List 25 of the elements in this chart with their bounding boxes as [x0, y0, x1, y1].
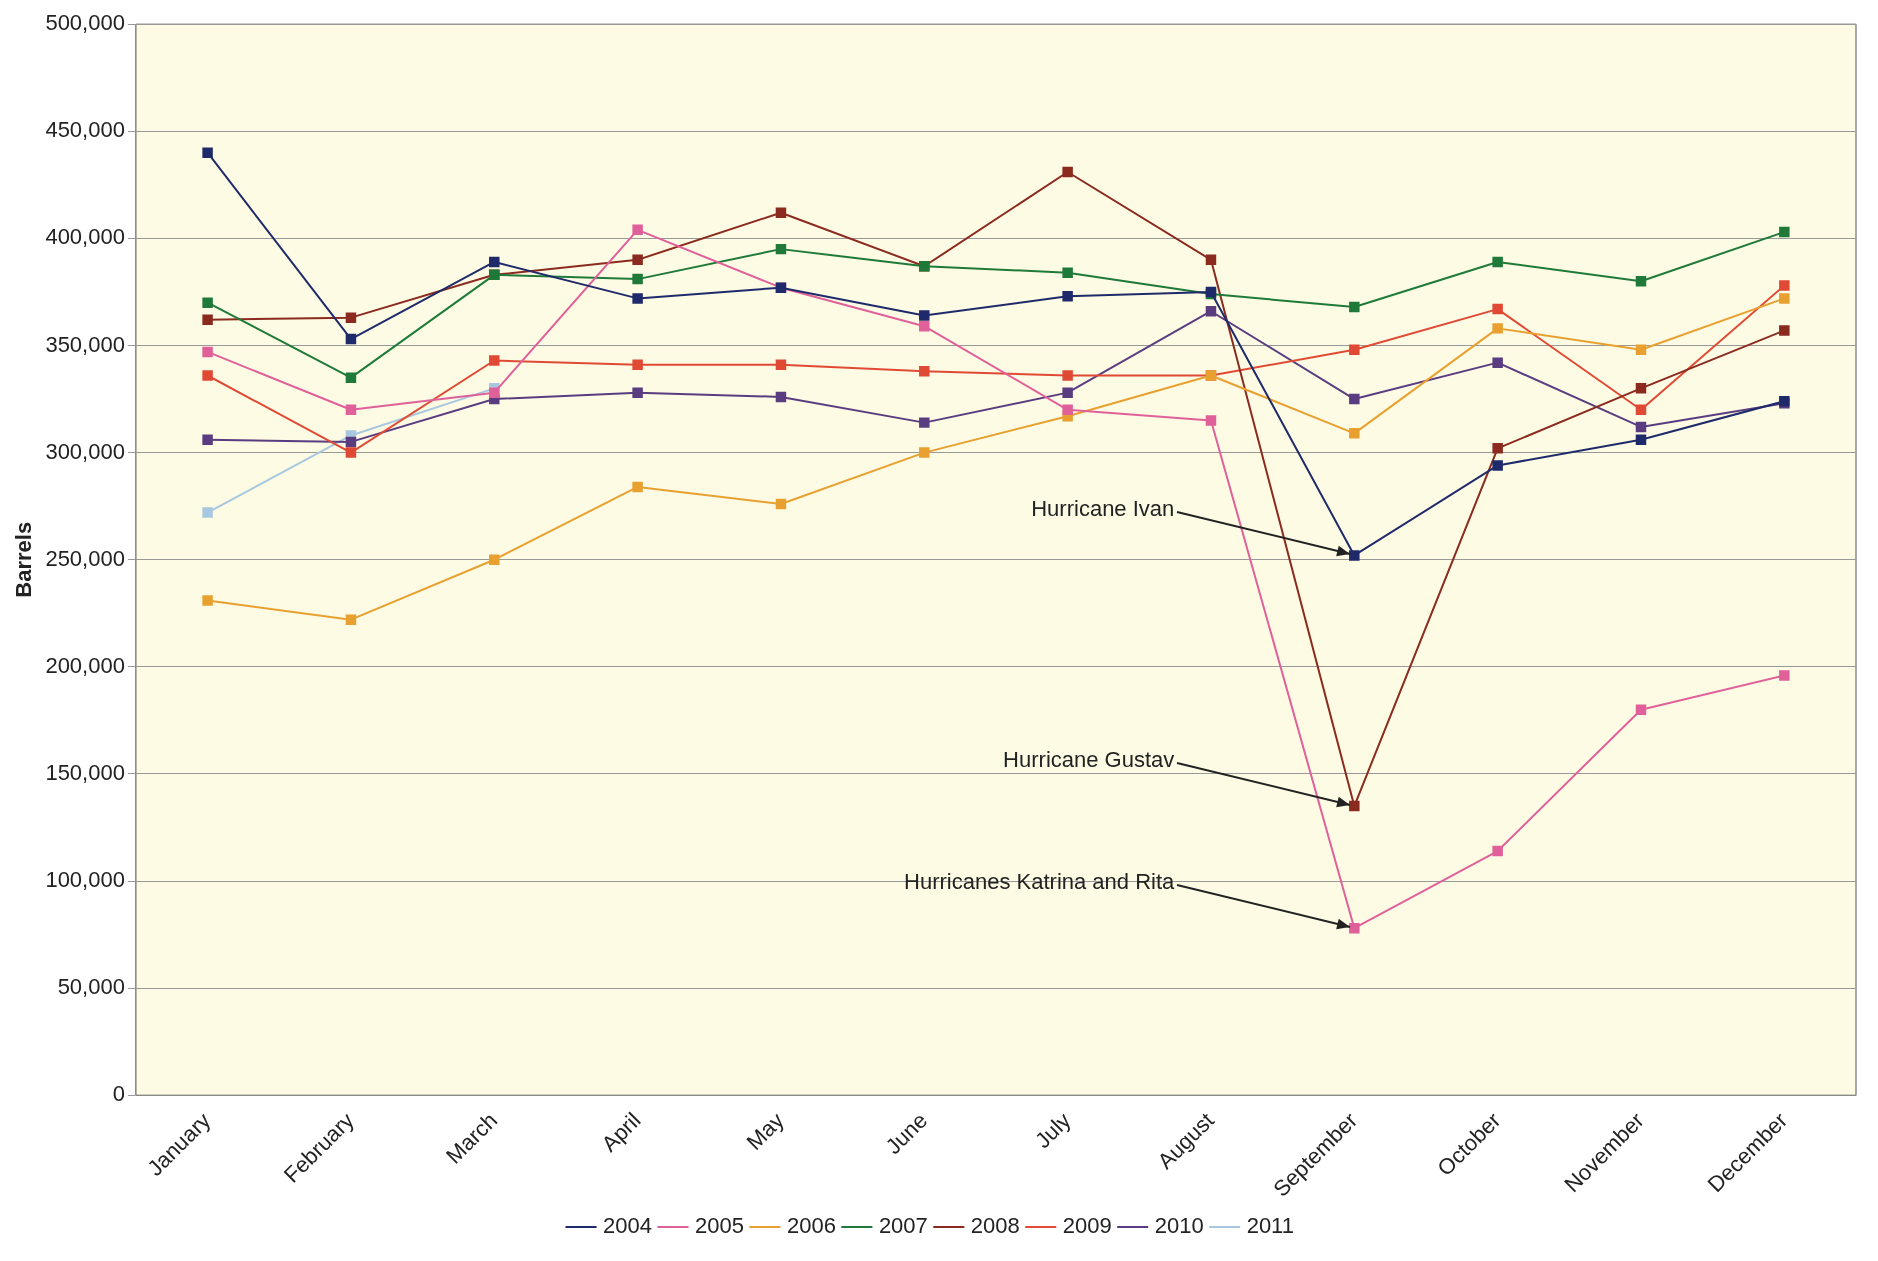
legend-label: 2004	[603, 1213, 652, 1239]
legend-label: 2008	[970, 1213, 1020, 1239]
legend-label: 2011	[1246, 1213, 1294, 1239]
legend-label: 2010	[1154, 1213, 1204, 1239]
y-tick-label: 300,000	[45, 438, 125, 464]
x-tick-label: May	[741, 1107, 789, 1155]
y-tick-label: 250,000	[45, 545, 125, 571]
y-tick-label: 500,000	[45, 10, 125, 36]
y-tick-label: 200,000	[45, 652, 125, 678]
y-tick-label: 450,000	[45, 117, 125, 143]
y-tick-label: 50,000	[57, 974, 125, 1000]
annotation: Hurricanes Katrina and Rita	[904, 869, 1176, 895]
legend-label: 2006	[786, 1213, 836, 1239]
y-tick-label: 100,000	[45, 867, 125, 893]
y-tick-label: 0	[112, 1081, 125, 1107]
y-tick-label: 400,000	[45, 224, 125, 250]
annotation: Hurricane Gustav	[1003, 747, 1175, 773]
legend-label: 2005	[694, 1213, 744, 1239]
y-axis-title: Barrels	[11, 521, 37, 598]
annotation: Hurricane Ivan	[1031, 496, 1175, 522]
legend-label: 2007	[878, 1213, 928, 1239]
legend-label: 2009	[1062, 1213, 1112, 1239]
y-tick-label: 150,000	[45, 759, 125, 785]
y-tick-label: 350,000	[45, 331, 125, 357]
x-tick-label: July	[1030, 1107, 1076, 1154]
